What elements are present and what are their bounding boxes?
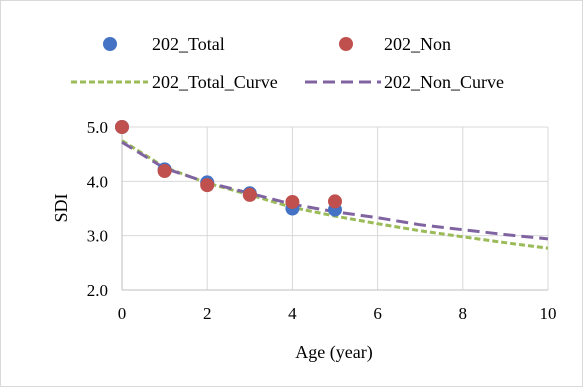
legend-label-202-total: 202_Total [152, 34, 225, 54]
legend-marker-202-non [339, 37, 353, 51]
y-tick-label: 4.0 [87, 172, 108, 191]
y-tick-label: 5.0 [87, 118, 108, 137]
grid [122, 126, 549, 290]
x-tick-label: 2 [203, 304, 212, 323]
legend: 202_Total 202_Non 202_Total_Curve 202_No… [71, 34, 504, 92]
point-202-non [157, 164, 172, 179]
x-axis-title: Age (year) [295, 342, 372, 363]
legend-label-202-total-curve: 202_Total_Curve [152, 72, 278, 92]
points [115, 120, 342, 217]
legend-label-202-non: 202_Non [384, 34, 451, 54]
legend-label-202-non-curve: 202_Non_Curve [384, 72, 504, 92]
axes [121, 127, 548, 291]
point-202-non [200, 178, 215, 193]
x-tick-label: 6 [373, 304, 382, 323]
curve-202-non-curve [121, 140, 549, 241]
point-202-non [328, 194, 342, 209]
point-202-non [285, 194, 300, 209]
point-202-non [242, 187, 257, 202]
curve-202-total-curve [121, 139, 549, 250]
x-tick-label: 4 [288, 304, 297, 323]
x-tick-label: 0 [118, 304, 127, 323]
legend-marker-202-total [103, 37, 117, 51]
point-202-non [115, 120, 129, 134]
x-tick-label: 8 [459, 304, 468, 323]
curves [121, 139, 549, 250]
y-tick-label: 3.0 [87, 227, 108, 246]
tick-labels: 0 2 4 6 8 10 2.0 3.0 4.0 5.0 [87, 118, 557, 323]
y-axis-title: SDI [51, 193, 71, 222]
x-tick-label: 10 [540, 304, 557, 323]
y-tick-label: 2.0 [87, 281, 108, 300]
